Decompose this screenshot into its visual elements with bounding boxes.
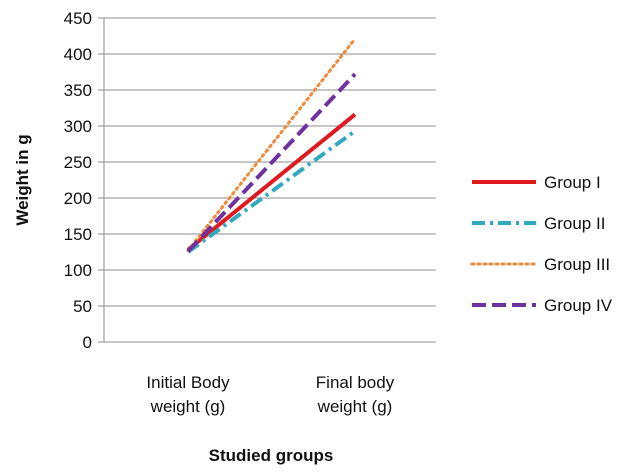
x-tick-label: Final body weight (g)	[316, 373, 395, 416]
y-tick-label: 350	[64, 81, 92, 100]
y-tick-label: 200	[64, 189, 92, 208]
series-line-1	[186, 112, 357, 252]
y-tick-label: 300	[64, 117, 92, 136]
legend-label: Group I	[544, 173, 601, 192]
x-axis-title: Studied groups	[209, 446, 334, 465]
y-tick-label: 250	[64, 153, 92, 172]
x-tick-label: Initial Body weight (g)	[146, 373, 230, 416]
y-tick-label: 450	[64, 9, 92, 28]
axes	[98, 17, 436, 343]
y-tick-label: 150	[64, 225, 92, 244]
legend-label: Group III	[544, 255, 610, 274]
tick-labels: 0 50 100 150 200 250 300 350 400 450 Initial Body w…	[64, 9, 395, 416]
series-line-3	[186, 37, 357, 253]
y-axis-title: Weight in g	[13, 134, 32, 225]
y-tick-label: 100	[64, 261, 92, 280]
y-tick-label: 400	[64, 45, 92, 64]
series-line-2	[186, 129, 357, 254]
legend-label: Group IV	[544, 296, 613, 315]
series-line-4	[186, 72, 357, 253]
legend: Group I Group II Group III Group IV	[470, 173, 613, 315]
series-lines	[186, 37, 357, 254]
y-tick-label: 0	[83, 333, 92, 352]
legend-label: Group II	[544, 214, 605, 233]
y-tick-label: 50	[73, 297, 92, 316]
